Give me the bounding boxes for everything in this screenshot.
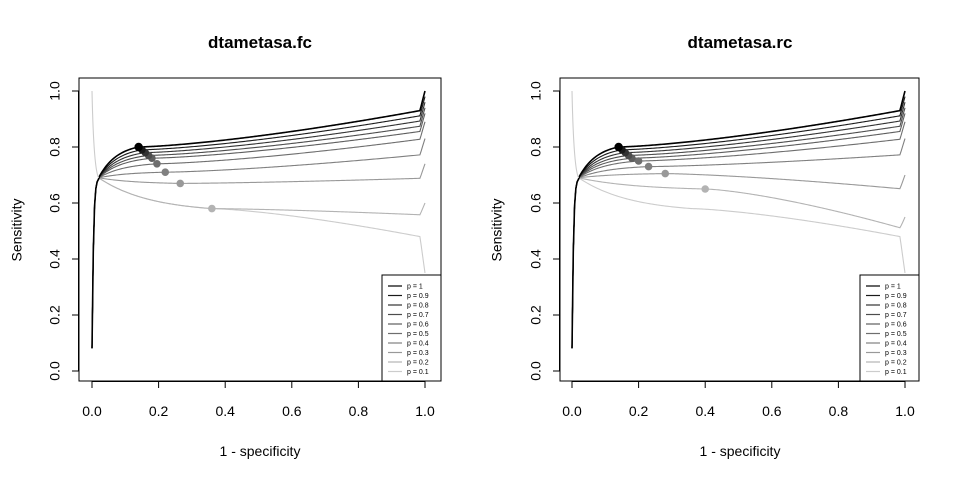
x-tick-label: 0.2 <box>629 403 649 419</box>
x-tick-label: 0.4 <box>695 403 715 419</box>
series-line <box>91 121 426 349</box>
y-tick-label: 1.0 <box>47 81 63 101</box>
series-point <box>176 179 185 188</box>
y-tick-label: 0.0 <box>47 361 63 381</box>
x-tick-label: 0.0 <box>562 403 582 419</box>
legend-box <box>381 274 442 382</box>
series-line <box>571 90 580 179</box>
series-line <box>571 138 906 349</box>
x-tick-label: 0.8 <box>829 403 849 419</box>
legend: p = 1 p = 0.9 p = 0.8 p = 0.7 p = 0.6 p = 0.5… <box>859 274 920 382</box>
legend-label: p = 0.4 <box>885 341 907 348</box>
legend-label: p = 0.1 <box>407 369 429 376</box>
legend-label: p = 0.8 <box>407 303 429 310</box>
legend-label: p = 1 <box>885 284 901 291</box>
series-point <box>208 204 216 213</box>
y-tick-label: 0.2 <box>47 305 63 325</box>
legend-label: p = 0.3 <box>885 350 907 357</box>
series-point <box>134 142 143 152</box>
legend-label: p = 0.1 <box>885 369 907 376</box>
chart-title: dtametasa.rc <box>688 33 793 52</box>
y-axis-label: Sensitivity <box>9 198 25 261</box>
legend-label: p = 0.5 <box>885 331 907 338</box>
legend-label: p = 0.3 <box>407 350 429 357</box>
y-tick-label: 0.4 <box>47 249 63 269</box>
y-tick-label: 0.8 <box>47 137 63 157</box>
series-point <box>161 168 170 176</box>
y-tick-label: 0.6 <box>528 193 544 213</box>
legend-box <box>859 274 920 382</box>
legend-label: p = 0.7 <box>885 312 907 319</box>
series-line <box>91 102 426 349</box>
legend-label: p = 0.7 <box>407 312 429 319</box>
panel-1: dtametasa.fc 0.0 0.2 0.4 0.6 0.8 1.0 0.0 0.2 0.4 0… <box>9 33 442 459</box>
x-tick-label: 0.6 <box>762 403 782 419</box>
series-line <box>91 138 426 349</box>
series-line <box>91 96 426 349</box>
series-line <box>571 90 906 349</box>
legend-label: p = 0.5 <box>407 331 429 338</box>
y-tick-label: 1.0 <box>528 81 544 101</box>
series-line <box>571 177 906 349</box>
legend-label: p = 0.6 <box>407 322 429 329</box>
x-tick-label: 0.8 <box>349 403 369 419</box>
y-tick-label: 0.8 <box>528 137 544 157</box>
legend-label: p = 0.2 <box>885 360 907 367</box>
x-tick-label: 0.6 <box>282 403 302 419</box>
series-line <box>91 90 426 349</box>
series-point <box>614 142 623 152</box>
series-line <box>571 173 906 349</box>
x-tick-label: 1.0 <box>895 403 915 419</box>
x-tick-label: 0.2 <box>149 403 169 419</box>
y-tick-label: 0.4 <box>528 249 544 269</box>
legend: p = 1 p = 0.9 p = 0.8 p = 0.7 p = 0.6 p = 0.5… <box>381 274 442 382</box>
y-axis-label: Sensitivity <box>489 198 505 261</box>
series-point <box>153 160 161 168</box>
series-point <box>634 157 643 165</box>
x-tick-label: 1.0 <box>415 403 435 419</box>
legend-label: p = 0.2 <box>407 360 429 367</box>
series-line <box>91 177 426 349</box>
series-line <box>571 177 906 349</box>
panel-2: dtametasa.rc 0.0 0.2 0.4 0.6 0.8 1.0 0.0 0.2 0.4 0… <box>489 33 920 459</box>
series-line <box>571 102 906 349</box>
legend-label: p = 1 <box>407 284 423 291</box>
series-line <box>571 121 906 349</box>
series-line <box>91 90 100 179</box>
series-point <box>644 162 653 171</box>
series-line <box>91 177 426 349</box>
series-point <box>661 169 670 178</box>
y-tick-label: 0.2 <box>528 305 544 325</box>
series-line <box>91 163 426 349</box>
chart-title: dtametasa.fc <box>208 33 312 52</box>
y-tick-label: 0.6 <box>47 193 63 213</box>
x-tick-label: 0.0 <box>82 403 102 419</box>
legend-label: p = 0.9 <box>885 293 907 300</box>
x-axis-label: 1 - specificity <box>220 443 301 459</box>
series-line <box>571 96 906 349</box>
series-point <box>701 185 709 193</box>
x-tick-label: 0.4 <box>215 403 235 419</box>
legend-label: p = 0.6 <box>885 322 907 329</box>
x-axis-label: 1 - specificity <box>700 443 781 459</box>
legend-label: p = 0.8 <box>885 303 907 310</box>
y-tick-label: 0.0 <box>528 361 544 381</box>
legend-label: p = 0.9 <box>407 293 429 300</box>
legend-label: p = 0.4 <box>407 341 429 348</box>
